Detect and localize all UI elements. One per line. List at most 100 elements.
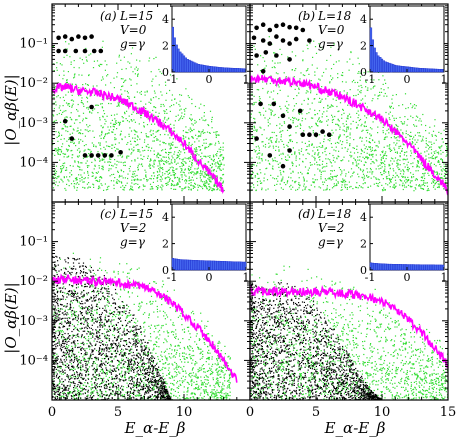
green-point xyxy=(158,129,160,131)
green-point xyxy=(63,338,65,340)
green-point xyxy=(254,48,256,50)
green-point xyxy=(149,177,151,180)
green-point xyxy=(66,79,68,81)
green-point xyxy=(57,153,59,155)
green-point xyxy=(133,149,135,151)
green-point xyxy=(292,165,294,167)
green-point xyxy=(202,131,204,133)
green-point xyxy=(304,187,306,189)
green-point xyxy=(168,377,170,379)
green-point xyxy=(391,163,393,165)
green-point xyxy=(133,179,135,181)
green-point xyxy=(160,150,163,152)
green-point xyxy=(65,102,68,104)
green-point xyxy=(87,370,89,373)
green-point xyxy=(75,376,77,378)
green-point xyxy=(356,127,358,129)
green-point xyxy=(360,160,362,162)
green-point xyxy=(275,72,277,74)
green-point xyxy=(284,105,286,107)
green-point xyxy=(75,178,78,180)
green-point xyxy=(157,115,159,117)
green-point xyxy=(204,389,206,391)
green-point xyxy=(144,94,146,96)
green-point xyxy=(272,165,274,167)
green-point xyxy=(168,151,170,154)
green-point xyxy=(92,67,95,69)
green-point xyxy=(417,139,419,141)
green-point xyxy=(170,389,172,391)
green-point xyxy=(124,164,126,167)
green-point xyxy=(147,157,149,159)
green-point xyxy=(106,272,108,274)
green-point xyxy=(120,89,122,91)
green-point xyxy=(433,170,435,172)
green-point xyxy=(442,168,444,170)
green-point xyxy=(393,187,396,189)
green-point xyxy=(65,353,67,355)
green-point xyxy=(287,141,290,144)
green-point xyxy=(76,189,78,191)
green-point xyxy=(371,139,374,141)
green-point xyxy=(86,352,88,354)
green-point xyxy=(413,176,415,178)
green-point xyxy=(152,362,154,364)
green-point xyxy=(80,337,82,339)
green-point xyxy=(346,187,348,189)
inset-bar xyxy=(232,67,236,73)
green-point xyxy=(444,175,446,177)
green-point xyxy=(300,124,302,127)
green-point xyxy=(346,188,348,190)
green-point xyxy=(74,387,76,389)
green-point xyxy=(179,181,181,183)
green-point xyxy=(385,171,387,173)
green-point xyxy=(170,319,172,321)
inset-bar xyxy=(219,67,223,73)
green-point xyxy=(99,176,102,178)
green-point xyxy=(442,141,444,143)
green-point xyxy=(169,89,171,92)
green-point xyxy=(114,118,116,120)
green-point xyxy=(386,145,388,147)
green-point xyxy=(220,358,222,361)
green-point xyxy=(164,338,166,340)
green-point xyxy=(358,71,360,73)
green-point xyxy=(382,124,385,126)
green-point xyxy=(440,177,442,179)
green-point xyxy=(125,118,127,120)
green-point xyxy=(63,123,65,126)
green-point xyxy=(325,98,327,100)
green-point xyxy=(120,360,123,362)
green-point xyxy=(438,161,440,163)
green-point xyxy=(208,398,210,400)
green-point xyxy=(113,77,115,79)
green-point xyxy=(269,136,272,139)
green-point xyxy=(55,318,57,320)
green-point xyxy=(77,156,79,158)
green-point xyxy=(110,161,112,163)
green-point xyxy=(383,169,385,172)
green-point xyxy=(155,56,157,58)
green-point xyxy=(53,311,55,313)
green-point xyxy=(257,184,259,186)
green-point xyxy=(165,177,167,179)
green-point xyxy=(180,366,182,368)
black-dot xyxy=(267,27,273,33)
green-point xyxy=(360,92,362,94)
green-point xyxy=(125,68,127,70)
green-point xyxy=(182,370,184,372)
inset-bar xyxy=(201,64,204,73)
green-point xyxy=(99,117,101,119)
green-point xyxy=(314,114,316,116)
green-point xyxy=(110,158,112,160)
green-point xyxy=(217,345,219,347)
green-point xyxy=(396,165,398,167)
green-point xyxy=(281,158,283,160)
green-point xyxy=(403,184,405,186)
green-point xyxy=(398,145,400,148)
green-point xyxy=(438,180,440,182)
green-point xyxy=(220,376,222,378)
green-point xyxy=(432,181,434,184)
green-point xyxy=(279,162,281,164)
green-point xyxy=(79,367,82,369)
